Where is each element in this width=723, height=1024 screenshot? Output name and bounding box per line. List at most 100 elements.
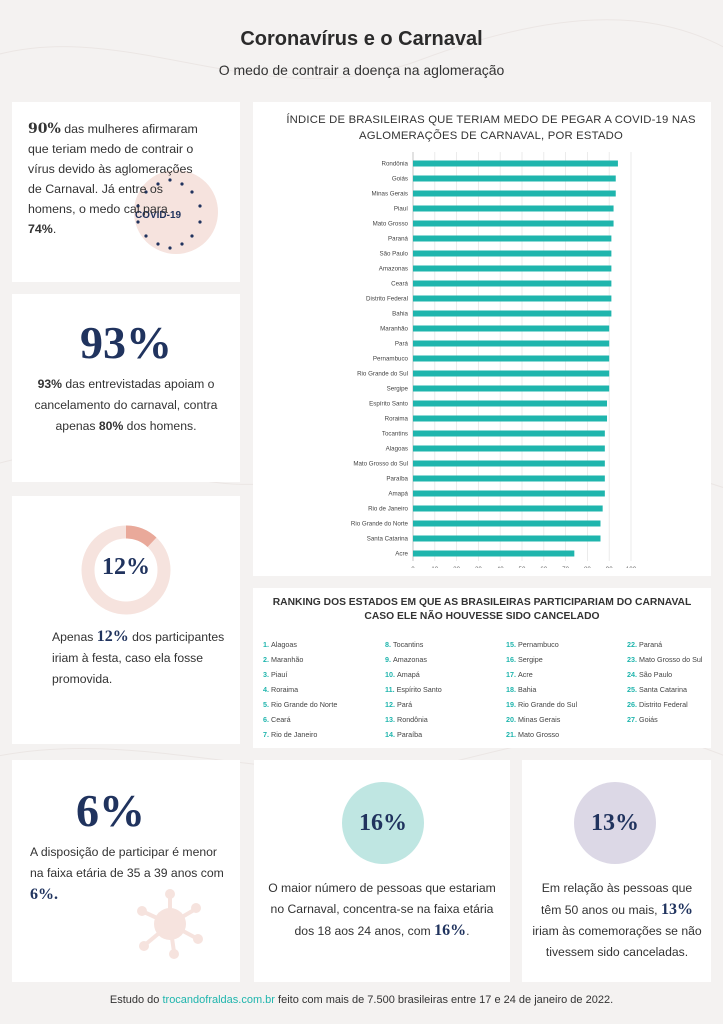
category-label: Rio de Janeiro <box>368 506 408 513</box>
ranking-state: Distrito Federal <box>639 700 688 709</box>
card-age-35-39: 6% A disposição de participar é menor na… <box>12 760 240 982</box>
ranking-state: Paraíba <box>397 730 423 739</box>
ranking-number: 1. <box>263 640 271 649</box>
page-title: Coronavírus e o Carnaval <box>240 28 483 50</box>
ranking-item: 26. Distrito Federal <box>627 700 688 709</box>
ranking-number: 18. <box>506 685 518 694</box>
footer-link[interactable]: trocandofraldas.com.br <box>162 994 275 1006</box>
teal-circle <box>342 782 424 864</box>
ranking-number: 8. <box>385 640 393 649</box>
bar <box>413 355 610 362</box>
ranking-number: 16. <box>506 655 518 664</box>
bar <box>413 250 612 257</box>
bar <box>413 190 616 197</box>
ranking-state: Pará <box>397 700 413 709</box>
ranking-number: 7. <box>263 730 271 739</box>
category-label: Maranhão <box>380 326 408 333</box>
ranking-title: RANKING DOS ESTADOS EM QUE AS BRASILEIRA… <box>272 597 692 622</box>
ranking-item: 25. Santa Catarina <box>627 685 687 694</box>
ranking-state: Roraima <box>271 685 299 694</box>
bar <box>413 460 605 467</box>
chart-card: ÍNDICE DE BRASILEIRAS QUE TERIAM MEDO DE… <box>253 102 711 576</box>
ranking-state: Espírito Santo <box>396 685 442 694</box>
virus-icon <box>137 889 203 959</box>
bar <box>413 160 618 167</box>
men-pct: 74% <box>28 222 53 236</box>
category-label: Acre <box>395 551 408 558</box>
ranking-item: 3. Piauí <box>263 670 287 679</box>
category-label: Mato Grosso do Sul <box>353 461 408 468</box>
ranking-number: 21. <box>506 730 518 739</box>
card-women-fear: COVID-19 90% das mulheres afirmaram que … <box>12 102 240 282</box>
bar <box>413 235 612 242</box>
ranking-number: 9. <box>385 655 393 664</box>
ranking-number: 2. <box>263 655 271 664</box>
bar <box>413 490 605 497</box>
ranking-state: Mato Grosso do Sul <box>639 655 703 664</box>
ranking-state: Paraná <box>639 640 663 649</box>
x-tick-label: 40 <box>497 566 504 568</box>
ranking-state: Pernambuco <box>518 640 559 649</box>
ranking-item: 5. Rio Grande do Norte <box>263 700 337 709</box>
ranking-item: 15. Pernambuco <box>506 640 559 649</box>
ranking-item: 23. Mato Grosso do Sul <box>627 655 703 664</box>
page-subtitle: O medo de contrair a doença na aglomeraç… <box>218 62 505 78</box>
ranking-item: 6. Ceará <box>263 715 291 724</box>
ranking-number: 3. <box>263 670 271 679</box>
ranking-number: 24. <box>627 670 639 679</box>
x-tick-label: 90 <box>606 566 613 568</box>
bar <box>413 385 610 392</box>
bar <box>413 550 575 557</box>
ranking-number: 13. <box>385 715 397 724</box>
donut-arc <box>125 525 157 548</box>
ranking-item: 27. Goiás <box>627 715 658 724</box>
ranking-state: Acre <box>518 670 533 679</box>
bar <box>413 535 601 542</box>
ranking-item: 7. Rio de Janeiro <box>263 730 317 739</box>
bar <box>413 205 614 212</box>
ranking-number: 4. <box>263 685 271 694</box>
ranking-item: 10. Amapá <box>385 670 420 679</box>
bar <box>413 415 608 422</box>
card-cancel-support: 93% 93% das entrevistadas apoiam o cance… <box>12 294 240 482</box>
ranking-state: Santa Catarina <box>639 685 687 694</box>
bar <box>413 430 605 437</box>
category-label: Espírito Santo <box>369 401 408 408</box>
women-pct: 90% <box>28 121 61 137</box>
category-label: Mato Grosso <box>373 221 409 228</box>
category-label: Ceará <box>391 281 408 288</box>
card-party-participation: 12% Apenas 12% dos participantes iriam à… <box>12 496 240 744</box>
ranking-state: Rio de Janeiro <box>271 730 318 739</box>
covid-virus-icon <box>134 170 218 254</box>
donut-label: 12% <box>102 554 150 580</box>
ranking-item: 11. Espírito Santo <box>385 685 442 694</box>
ranking-item: 18. Bahia <box>506 685 536 694</box>
ranking-state: Sergipe <box>518 655 543 664</box>
category-label: Rio Grande do Sul <box>357 371 408 378</box>
x-tick-label: 100 <box>626 566 637 568</box>
bar <box>413 325 610 332</box>
ranking-state: Goiás <box>639 715 658 724</box>
chart-title: ÍNDICE DE BRASILEIRAS QUE TERIAM MEDO DE… <box>286 114 696 142</box>
ranking-state: Ceará <box>271 715 291 724</box>
ranking-number: 19. <box>506 700 518 709</box>
bar <box>413 520 601 527</box>
ranking-item: 16. Sergipe <box>506 655 543 664</box>
category-label: São Paulo <box>379 251 408 258</box>
category-label: Minas Gerais <box>372 191 408 198</box>
bar <box>413 220 614 227</box>
category-label: Rio Grande do Norte <box>351 521 409 528</box>
bar <box>413 475 605 482</box>
ranking-state: Amazonas <box>393 655 427 664</box>
category-label: Paraná <box>388 236 409 243</box>
x-tick-label: 0 <box>411 566 415 568</box>
age35-text: A disposição de participar é menor na fa… <box>30 845 224 903</box>
ranking-number: 15. <box>506 640 518 649</box>
ranking-number: 26. <box>627 700 639 709</box>
ranking-state: Mato Grosso <box>518 730 560 739</box>
ranking-item: 24. São Paulo <box>627 670 672 679</box>
cancel-big-pct: 93% <box>80 317 172 368</box>
age18-circle-label: 16% <box>359 810 407 836</box>
category-label: Pernambuco <box>373 356 409 363</box>
ranking-number: 10. <box>385 670 397 679</box>
